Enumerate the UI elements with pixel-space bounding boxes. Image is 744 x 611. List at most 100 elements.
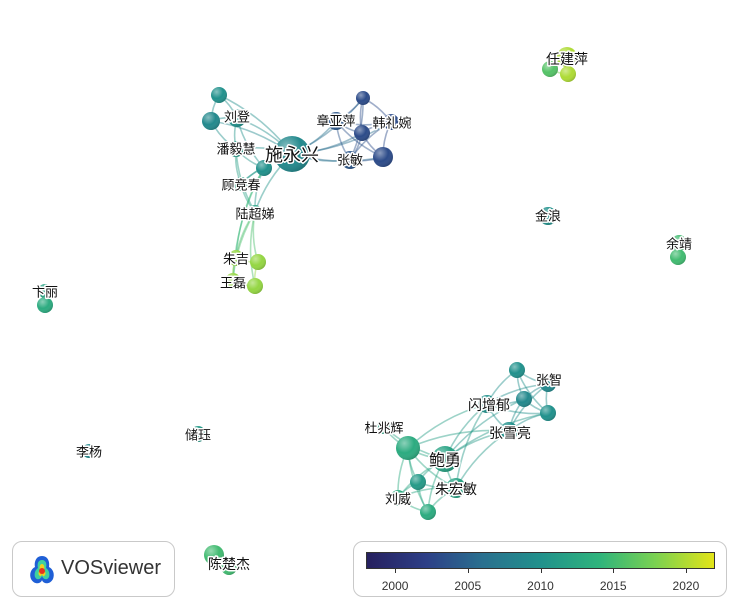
node-label: 陆超娣 <box>235 207 274 223</box>
vosviewer-logo-text: VOSviewer <box>61 557 162 579</box>
author-node[interactable] <box>410 474 426 490</box>
author-node[interactable] <box>354 125 370 141</box>
node-shading <box>327 112 345 130</box>
node-shading <box>539 207 557 225</box>
author-node[interactable] <box>225 273 241 289</box>
author-node[interactable] <box>500 422 518 440</box>
node-label: 张敏 <box>337 154 363 169</box>
node-label: 任建萍 <box>546 52 588 68</box>
legend-tick-label: 2020 <box>672 579 700 593</box>
link <box>235 167 265 259</box>
author-node[interactable] <box>478 395 496 413</box>
node-shading <box>256 160 272 176</box>
author-node[interactable] <box>234 177 248 191</box>
author-nodes[interactable] <box>37 47 687 575</box>
author-node[interactable] <box>274 136 310 172</box>
node-label: 施永兴 <box>265 145 319 166</box>
author-node[interactable] <box>539 207 557 225</box>
author-node[interactable] <box>446 478 466 498</box>
node-shading <box>557 47 577 67</box>
node-shading <box>221 559 237 575</box>
node-label: 陈楚杰 <box>208 556 250 573</box>
author-node[interactable] <box>341 151 359 169</box>
node-shading <box>250 254 266 270</box>
author-node[interactable] <box>377 420 391 434</box>
author-node[interactable] <box>420 504 436 520</box>
node-shading <box>228 109 246 127</box>
author-node[interactable] <box>671 235 687 251</box>
author-node[interactable] <box>542 61 558 77</box>
node-shading <box>274 136 310 172</box>
author-node[interactable] <box>390 490 406 506</box>
author-node[interactable] <box>221 559 237 575</box>
author-node[interactable] <box>228 141 244 157</box>
node-shading <box>204 545 224 565</box>
author-node[interactable] <box>432 446 458 472</box>
year-color-legend: 2000 2005 2010 2015 2020 <box>353 541 727 597</box>
author-node[interactable] <box>557 47 577 67</box>
author-node[interactable] <box>256 160 272 176</box>
author-node[interactable] <box>211 87 227 103</box>
author-node[interactable] <box>250 254 266 270</box>
node-shading <box>410 474 426 490</box>
node-shading <box>383 114 399 130</box>
node-shading <box>396 436 420 460</box>
author-node[interactable] <box>248 205 262 219</box>
color-gradient-bar <box>366 552 715 569</box>
node-label: 顾竞春 <box>221 178 260 194</box>
vosviewer-logo-panel: VOSviewer <box>12 541 175 597</box>
node-shading <box>542 61 558 77</box>
node-label: 杜兆辉 <box>364 422 403 437</box>
node-label: 刘威 <box>385 493 411 508</box>
node-label: 章亚萍 <box>316 114 355 130</box>
author-node[interactable] <box>540 376 556 392</box>
author-node[interactable] <box>396 436 420 460</box>
node-shading <box>228 141 244 157</box>
node-shading <box>38 284 52 298</box>
node-shading <box>446 478 466 498</box>
node-shading <box>354 125 370 141</box>
vosviewer-logo-icon <box>30 556 54 584</box>
node-label: 韩礼婉 <box>372 116 411 132</box>
author-node[interactable] <box>82 444 96 458</box>
node-shading <box>202 112 220 130</box>
author-node[interactable] <box>383 114 399 130</box>
author-node[interactable] <box>190 426 206 442</box>
author-node[interactable] <box>228 109 246 127</box>
author-node[interactable] <box>37 297 53 313</box>
legend-tick-label: 2005 <box>454 579 482 593</box>
author-node[interactable] <box>373 147 393 167</box>
node-label: 金浪 <box>535 209 561 225</box>
node-label: 闪增郁 <box>468 398 510 414</box>
author-node[interactable] <box>327 112 345 130</box>
author-node[interactable] <box>516 391 532 407</box>
node-shading <box>540 376 556 392</box>
author-node[interactable] <box>202 112 220 130</box>
author-node[interactable] <box>540 405 556 421</box>
legend-tick-label: 2000 <box>381 579 409 593</box>
author-node[interactable] <box>247 278 263 294</box>
node-shading <box>82 444 96 458</box>
author-node[interactable] <box>356 91 370 105</box>
node-shading <box>341 151 359 169</box>
author-node[interactable] <box>560 66 576 82</box>
node-label: 储珏 <box>185 429 211 444</box>
author-node[interactable] <box>228 250 244 266</box>
author-node[interactable] <box>670 249 686 265</box>
author-node[interactable] <box>204 545 224 565</box>
node-shading <box>670 249 686 265</box>
author-node[interactable] <box>38 284 52 298</box>
node-shading <box>37 297 53 313</box>
node-label: 朱宏敏 <box>435 482 477 498</box>
node-shading <box>211 87 227 103</box>
legend-tick-mark <box>395 568 397 573</box>
node-label: 张雪亮 <box>489 425 531 442</box>
link <box>232 167 265 282</box>
node-label: 潘毅慧 <box>216 142 255 158</box>
node-label: 王磊 <box>220 277 246 292</box>
legend-tick-mark <box>467 568 469 573</box>
author-node[interactable] <box>509 362 525 378</box>
legend-tick-mark <box>613 568 615 573</box>
